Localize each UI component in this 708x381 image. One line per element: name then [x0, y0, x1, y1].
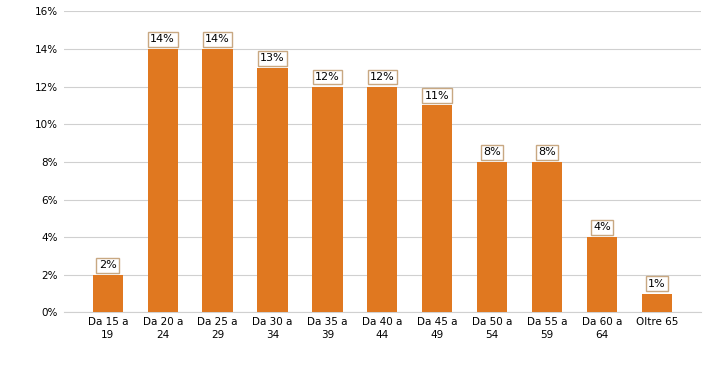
Bar: [532, 162, 562, 312]
Text: 2%: 2%: [99, 260, 117, 270]
Bar: [147, 49, 178, 312]
Bar: [367, 87, 397, 312]
Bar: [422, 106, 452, 312]
Text: 8%: 8%: [484, 147, 501, 157]
Bar: [477, 162, 507, 312]
Text: 12%: 12%: [370, 72, 394, 82]
Text: 13%: 13%: [261, 53, 285, 63]
Text: 11%: 11%: [425, 91, 450, 101]
Text: 12%: 12%: [315, 72, 340, 82]
Bar: [202, 49, 233, 312]
Bar: [587, 237, 617, 312]
Text: 1%: 1%: [648, 279, 666, 289]
Bar: [312, 87, 343, 312]
Text: 14%: 14%: [150, 34, 175, 44]
Bar: [93, 275, 123, 312]
Text: 8%: 8%: [538, 147, 556, 157]
Bar: [258, 68, 287, 312]
Text: 14%: 14%: [205, 34, 230, 44]
Text: 4%: 4%: [593, 223, 611, 232]
Bar: [641, 294, 672, 312]
